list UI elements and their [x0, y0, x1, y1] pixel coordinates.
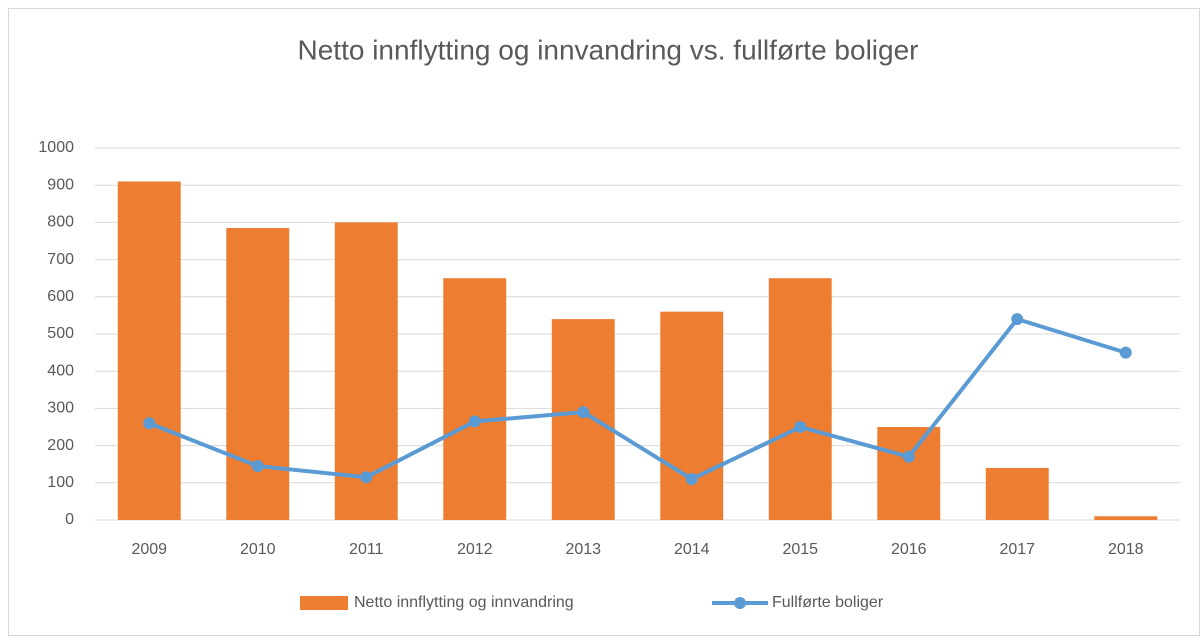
y-tick-label: 900: [47, 176, 74, 193]
y-tick-label: 400: [47, 362, 74, 379]
bar: [660, 311, 724, 520]
line-marker: [902, 450, 915, 463]
bar: [768, 278, 832, 520]
x-tick-label: 2013: [565, 541, 601, 558]
line-marker: [360, 471, 373, 484]
x-tick-label: 2011: [349, 541, 384, 558]
y-tick-label: 700: [47, 251, 74, 268]
x-tick-label: 2017: [999, 541, 1035, 558]
y-tick-label: 0: [65, 511, 74, 528]
x-tick-label: 2018: [1108, 541, 1144, 558]
bar: [443, 278, 507, 520]
line-marker: [251, 460, 264, 473]
line-marker: [685, 473, 698, 486]
bar: [1094, 516, 1158, 520]
y-tick-label: 200: [47, 437, 74, 454]
legend-swatch-marker: [734, 597, 746, 609]
bar: [226, 227, 290, 521]
line-marker: [577, 406, 590, 419]
legend-label: Fullførte boliger: [772, 594, 884, 611]
y-tick-label: 300: [47, 400, 74, 417]
bar: [551, 319, 615, 520]
y-tick-label: 100: [47, 474, 74, 491]
y-tick-label: 800: [47, 214, 74, 231]
x-tick-label: 2014: [674, 541, 710, 558]
y-tick-label: 1000: [38, 139, 74, 156]
chart-title: Netto innflytting og innvandring vs. ful…: [298, 34, 919, 65]
line-marker: [794, 421, 807, 433]
bar: [985, 467, 1049, 520]
y-tick-label: 600: [47, 288, 74, 305]
x-tick-label: 2010: [240, 541, 276, 558]
x-tick-label: 2016: [891, 541, 927, 558]
line-marker: [468, 415, 481, 428]
line: [148, 317, 1127, 482]
y-tick-label: 500: [47, 325, 74, 342]
legend-swatch: [300, 596, 348, 610]
x-tick-label: 2015: [782, 541, 818, 558]
legend-label: Netto innflytting og innvandring: [354, 594, 574, 611]
bar: [334, 222, 398, 520]
line-marker: [1011, 313, 1024, 326]
line-marker: [1119, 346, 1132, 359]
x-tick-label: 2012: [457, 541, 493, 558]
bar: [877, 427, 941, 520]
line-marker: [143, 417, 156, 430]
x-tick-label: 2009: [131, 541, 167, 558]
bar: [117, 181, 181, 521]
